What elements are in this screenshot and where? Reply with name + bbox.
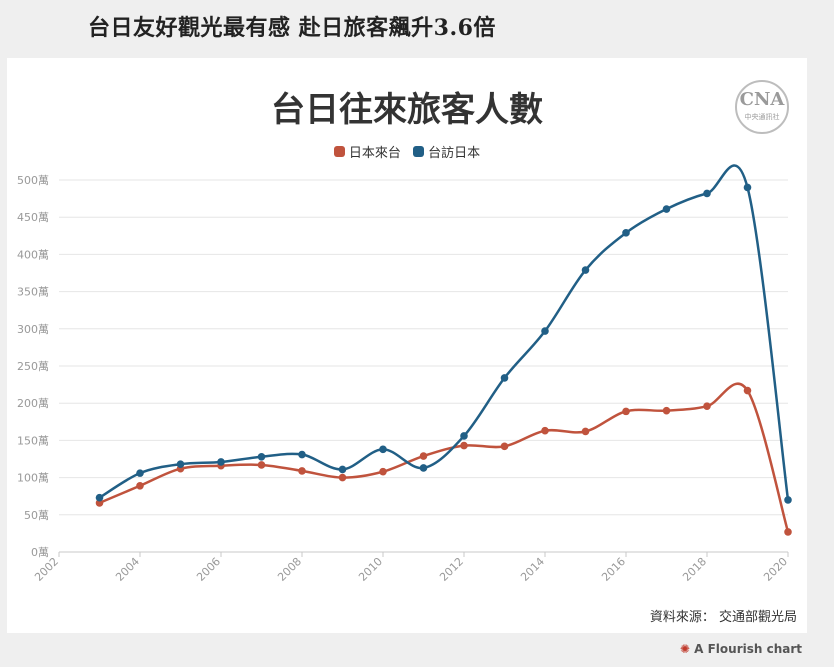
data-point-series-2 bbox=[217, 458, 225, 466]
y-tick-label: 0萬 bbox=[31, 546, 49, 559]
y-tick-label: 400萬 bbox=[17, 248, 49, 261]
data-point-series-1 bbox=[622, 407, 630, 416]
legend-label-series-1: 日本來台 bbox=[348, 146, 401, 161]
flourish-star-icon: ✺ bbox=[679, 642, 690, 656]
x-tick-label: 2002 bbox=[32, 555, 61, 584]
legend-swatch-series-2 bbox=[413, 146, 425, 157]
chart-plot: 0萬 50萬 100萬 150萬 200萬 250萬 300萬 350萬 400萬 450萬 500… bbox=[17, 164, 792, 584]
x-tick-label: 2018 bbox=[680, 555, 709, 584]
y-tick-label: 350萬 bbox=[17, 286, 49, 299]
headline: 台日友好觀光最有感 赴日旅客飆升3.6倍 bbox=[88, 15, 496, 41]
data-point-series-1 bbox=[743, 386, 752, 395]
data-point-series-1 bbox=[662, 406, 671, 415]
data-point-series-2 bbox=[298, 450, 306, 459]
x-tick-label: 2010 bbox=[356, 555, 385, 584]
data-point-series-2 bbox=[703, 189, 711, 198]
flourish-credit-label: A Flourish chart bbox=[694, 642, 802, 656]
data-point-series-2 bbox=[662, 205, 671, 213]
logo-text: 中央通訊社 bbox=[744, 113, 780, 121]
data-point-series-1 bbox=[703, 402, 711, 410]
chart-title: 台日往來旅客人數 bbox=[271, 90, 543, 130]
data-point-series-2 bbox=[784, 496, 792, 504]
y-tick-label: 500萬 bbox=[17, 174, 49, 187]
data-point-series-2 bbox=[581, 266, 590, 274]
y-tick-label: 250萬 bbox=[17, 360, 49, 373]
legend-item-series-1[interactable]: 日本來台 bbox=[333, 142, 401, 161]
x-tick-label: 2012 bbox=[437, 555, 466, 584]
data-point-series-2 bbox=[136, 469, 144, 477]
y-tick-label: 450萬 bbox=[17, 211, 49, 224]
data-point-series-2 bbox=[95, 493, 104, 502]
y-tick-label: 150萬 bbox=[17, 434, 49, 447]
x-tick-label: 2004 bbox=[113, 555, 142, 584]
data-point-series-2 bbox=[500, 374, 509, 382]
data-point-series-2 bbox=[379, 445, 387, 454]
data-point-series-2 bbox=[257, 452, 266, 461]
data-point-series-1 bbox=[95, 499, 104, 507]
legend-label-series-2: 台訪日本 bbox=[428, 146, 481, 161]
data-point-series-1 bbox=[379, 467, 387, 476]
y-tick-label: 50萬 bbox=[24, 509, 49, 522]
data-point-series-1 bbox=[257, 461, 266, 469]
flourish-credit[interactable]: ✺ A Flourish chart bbox=[680, 642, 802, 656]
x-tick-label: 2006 bbox=[194, 555, 223, 584]
data-point-series-2 bbox=[622, 229, 630, 237]
logo-mark: CNA bbox=[739, 89, 785, 110]
data-point-series-1 bbox=[500, 442, 509, 451]
data-point-series-2 bbox=[541, 327, 549, 335]
data-point-series-1 bbox=[136, 481, 144, 490]
y-tick-label: 200萬 bbox=[17, 397, 49, 410]
data-point-series-1 bbox=[581, 427, 590, 436]
x-tick-label: 2020 bbox=[761, 555, 790, 584]
y-tick-label: 300萬 bbox=[17, 323, 49, 336]
data-point-series-1 bbox=[460, 441, 468, 450]
legend-item-series-2[interactable]: 台訪日本 bbox=[413, 142, 480, 161]
data-point-series-2 bbox=[743, 183, 752, 192]
data-point-series-2 bbox=[338, 465, 347, 474]
data-point-series-2 bbox=[176, 460, 185, 469]
y-tick-label: 100萬 bbox=[17, 472, 49, 485]
data-point-series-1 bbox=[298, 467, 306, 475]
data-point-series-1 bbox=[541, 426, 549, 435]
source-note: 資料來源： 交通部觀光局 bbox=[649, 610, 797, 625]
data-point-series-1 bbox=[419, 452, 428, 460]
chart-card: 台日往來旅客人數 CNA 中央通訊社 日本來台 台訪日本 0萬 50萬 100萬 15… bbox=[7, 58, 807, 633]
x-tick-label: 2016 bbox=[599, 555, 628, 584]
cna-logo: CNA 中央通訊社 bbox=[735, 80, 789, 134]
data-point-series-2 bbox=[460, 432, 468, 440]
legend-swatch-series-1 bbox=[333, 146, 345, 157]
data-point-series-1 bbox=[784, 528, 792, 536]
legend: 日本來台 台訪日本 bbox=[7, 142, 807, 161]
data-point-series-2 bbox=[419, 464, 428, 472]
x-tick-label: 2008 bbox=[275, 555, 304, 584]
x-tick-label: 2014 bbox=[518, 555, 547, 584]
data-point-series-1 bbox=[338, 473, 347, 482]
